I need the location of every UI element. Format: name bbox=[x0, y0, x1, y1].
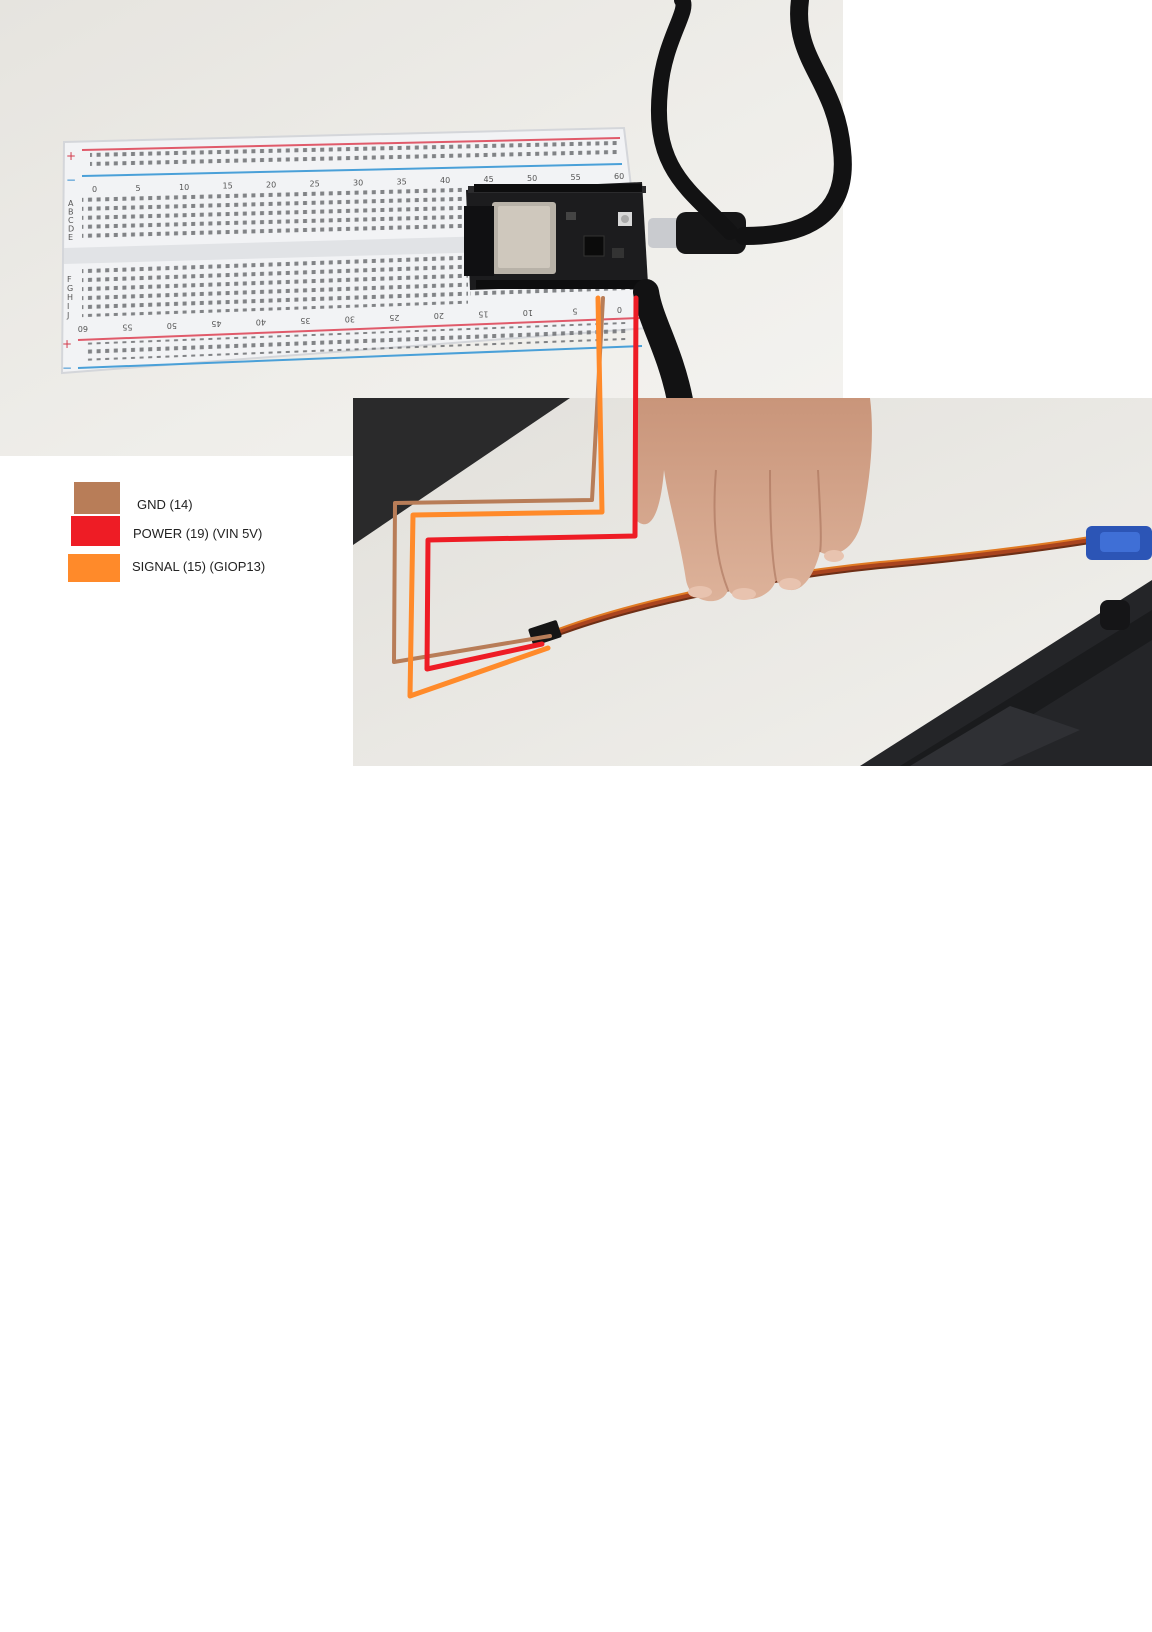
breadboard-row-letter: B bbox=[68, 208, 74, 217]
wire-power bbox=[424, 295, 639, 672]
breadboard-column-number: 30 bbox=[345, 314, 355, 323]
legend-label-gnd: GND (14) bbox=[137, 497, 193, 512]
breadboard-photo: + − + − 0 5 10 15 20 25 30 35 40 45 50 55 60 60 55 50 4… bbox=[0, 0, 852, 456]
breadboard-column-number: 25 bbox=[310, 180, 320, 189]
breadboard-column-number: 35 bbox=[300, 316, 310, 325]
breadboard-row-letter: C bbox=[68, 216, 74, 225]
breadboard-column-number: 0 bbox=[92, 185, 97, 194]
legend-swatch-signal bbox=[68, 554, 120, 582]
breadboard-column-number: 55 bbox=[571, 173, 581, 182]
breadboard-column-number: 10 bbox=[523, 308, 533, 317]
breadboard-row-letter: I bbox=[67, 302, 69, 311]
legend-label-signal: SIGNAL (15) (GIOP13) bbox=[132, 559, 265, 574]
breadboard-column-number: 30 bbox=[353, 178, 363, 187]
laptop bbox=[860, 580, 1152, 766]
breadboard-column-number: 5 bbox=[572, 306, 577, 315]
breadboard-column-number: 15 bbox=[478, 310, 488, 319]
breadboard-column-number: 0 bbox=[617, 305, 622, 314]
servo-motor bbox=[1086, 526, 1152, 560]
breadboard-column-number: 60 bbox=[78, 324, 88, 333]
breadboard-column-number: 10 bbox=[179, 183, 189, 192]
breadboard-row-letter: H bbox=[67, 293, 73, 302]
breadboard-column-number: 40 bbox=[440, 176, 450, 185]
breadboard-column-number: 40 bbox=[256, 318, 266, 327]
legend-swatch-gnd bbox=[74, 482, 120, 514]
breadboard-row-letter: G bbox=[67, 284, 73, 293]
breadboard-row-letter: F bbox=[67, 275, 72, 284]
breadboard-column-number: 45 bbox=[211, 319, 221, 328]
breadboard-column-number: 20 bbox=[434, 311, 444, 320]
breadboard-row-letter: D bbox=[68, 225, 74, 234]
wire-gnd bbox=[392, 296, 605, 664]
esp32-board bbox=[464, 182, 648, 290]
legend-swatch-power bbox=[71, 516, 120, 546]
breadboard-column-number: 45 bbox=[484, 175, 494, 184]
breadboard-column-number: 50 bbox=[167, 321, 177, 330]
rail-plus-marker-top: + bbox=[66, 149, 76, 163]
breadboard-column-number: 35 bbox=[397, 177, 407, 186]
legend: GND (14) POWER (19) (VIN 5V) SIGNAL (15)… bbox=[68, 482, 265, 582]
breadboard-column-numbers-top: 0 5 10 15 20 25 30 35 40 45 50 55 60 bbox=[92, 172, 624, 194]
breadboard-row-letter: J bbox=[66, 311, 69, 320]
breadboard-column-number: 60 bbox=[614, 172, 624, 181]
breadboard-column-number: 55 bbox=[122, 322, 132, 331]
breadboard-column-number: 25 bbox=[389, 313, 399, 322]
breadboard-column-numbers-bottom: 60 55 50 45 40 35 30 25 20 15 10 5 0 bbox=[78, 305, 622, 333]
breadboard-column-number: 5 bbox=[136, 184, 141, 193]
rail-plus-marker-bottom: + bbox=[62, 337, 72, 351]
legend-label-power: POWER (19) (VIN 5V) bbox=[133, 526, 262, 541]
breadboard-column-number: 20 bbox=[266, 181, 276, 190]
breadboard-row-letter: A bbox=[68, 199, 74, 208]
hand bbox=[636, 398, 872, 602]
rail-minus-marker-bottom: − bbox=[62, 361, 72, 375]
wire-signal bbox=[407, 295, 605, 699]
rail-minus-marker-top: − bbox=[66, 173, 76, 187]
usb-cable bbox=[633, 0, 852, 413]
breadboard-column-number: 15 bbox=[223, 182, 233, 191]
servo-photo bbox=[353, 398, 1152, 766]
breadboard-column-number: 50 bbox=[527, 174, 537, 183]
breadboard-row-letter: E bbox=[68, 233, 73, 242]
